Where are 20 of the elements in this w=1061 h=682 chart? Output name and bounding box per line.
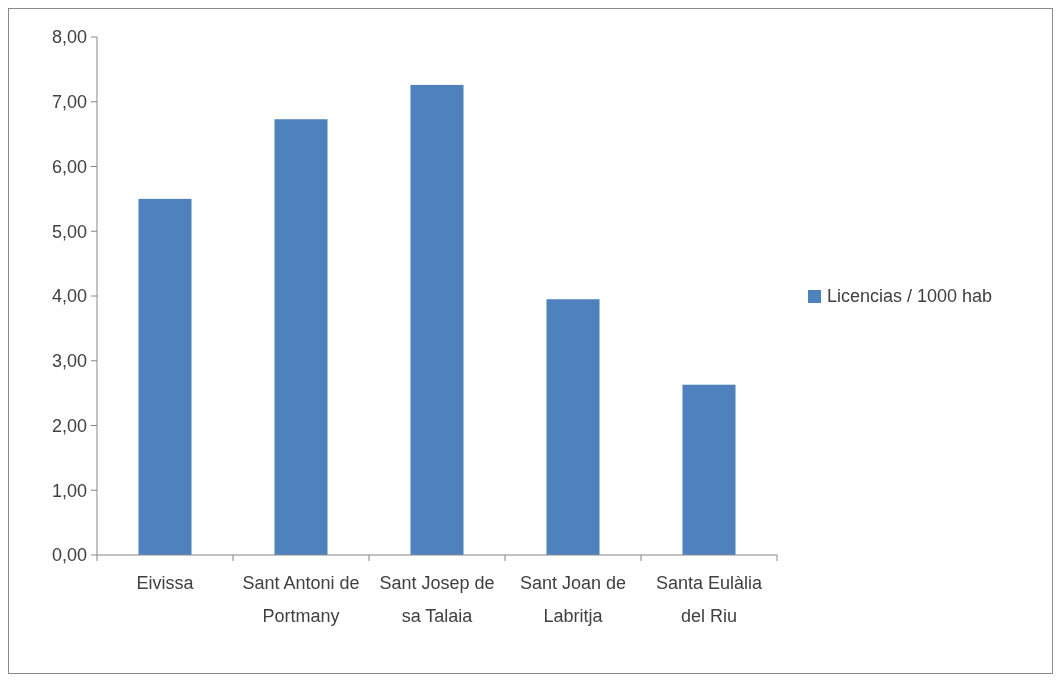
y-tick-label: 6,00 xyxy=(51,156,87,177)
bar xyxy=(274,119,328,555)
bar xyxy=(410,84,464,555)
y-tick-label: 1,00 xyxy=(51,480,87,501)
legend-label: Licencias / 1000 hab xyxy=(827,286,993,307)
y-tick-label: 8,00 xyxy=(51,27,87,48)
x-tick-label: Sant Antoni de Portmany xyxy=(242,573,360,626)
y-tick-label: 7,00 xyxy=(51,92,87,113)
bar xyxy=(682,384,736,555)
y-tick-label: 4,00 xyxy=(51,286,87,307)
y-tick-label: 3,00 xyxy=(51,351,87,372)
y-tick-label: 2,00 xyxy=(51,415,87,436)
bar xyxy=(138,198,192,555)
x-tick-label: Sant Josep de sa Talaia xyxy=(379,573,495,626)
y-tick-label: 0,00 xyxy=(51,545,87,566)
x-tick-label: Eivissa xyxy=(136,573,195,593)
y-tick-label: 5,00 xyxy=(51,221,87,242)
x-tick-label: Sant Joan de Labritja xyxy=(519,573,627,626)
x-tick-label: Santa Eulàlia del Riu xyxy=(655,573,764,626)
bar xyxy=(546,299,600,555)
